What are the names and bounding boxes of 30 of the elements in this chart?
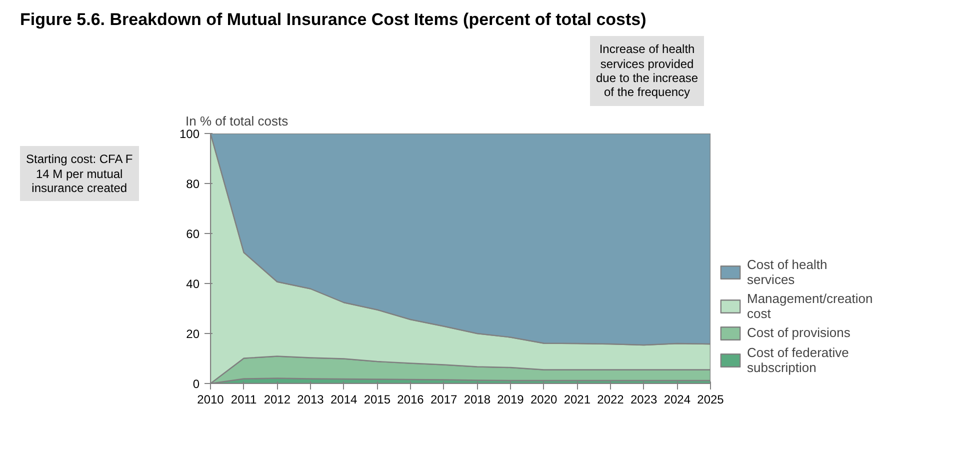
x-tick-label: 2017 xyxy=(430,392,458,406)
x-tick-label: 2021 xyxy=(564,392,591,406)
x-tick-label: 2020 xyxy=(530,392,558,406)
text: Increase of health services provided due to the increase of the frequency xyxy=(590,36,704,106)
x-tick-label: 2014 xyxy=(330,392,358,406)
x-tick-label: 2018 xyxy=(464,392,491,406)
text: Starting cost: CFA F 14 M per mutual insurance created xyxy=(20,146,139,202)
y-axis-title: In % of total costs xyxy=(186,113,289,128)
x-tick-label: 2023 xyxy=(630,392,658,406)
x-tick-label: 2012 xyxy=(264,392,291,406)
x-tick-label: 2010 xyxy=(197,392,224,406)
y-tick-label: 80 xyxy=(186,176,200,191)
x-tick-label: 2022 xyxy=(597,392,624,406)
y-tick-label: 20 xyxy=(186,326,200,341)
legend-label: Cost of federative subscription xyxy=(747,344,849,375)
chart-title: Figure 5.6. Breakdown of Mutual Insurance Cost Items (percent of total costs) xyxy=(20,9,646,31)
y-tick-label: 100 xyxy=(179,126,200,141)
x-tick-label: 2013 xyxy=(297,392,324,406)
x-tick-label: 2016 xyxy=(397,392,424,406)
legend-label: Cost of provisions xyxy=(747,324,850,341)
x-tick-label: 2024 xyxy=(664,392,691,406)
y-tick-label: 60 xyxy=(186,226,200,241)
y-tick-label: 40 xyxy=(186,276,200,291)
x-tick-label: 2011 xyxy=(230,392,258,406)
y-tick-label: 0 xyxy=(192,376,200,391)
legend-label: Cost of health services xyxy=(747,256,828,287)
x-tick-label: 2015 xyxy=(364,392,391,406)
legend-label: Management/creation cost xyxy=(747,290,873,321)
x-tick-label: 2025 xyxy=(697,392,724,406)
x-tick-label: 2019 xyxy=(497,392,524,406)
